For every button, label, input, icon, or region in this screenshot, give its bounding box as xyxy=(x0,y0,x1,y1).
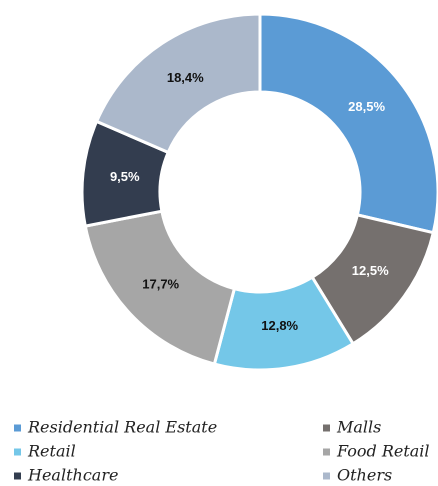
legend-label: Malls xyxy=(336,418,381,437)
donut-slice xyxy=(94,12,262,155)
legend-marker xyxy=(14,472,21,480)
legend-marker xyxy=(323,424,330,432)
legend-label: Others xyxy=(337,466,392,485)
legend-marker xyxy=(14,448,21,456)
legend-marker xyxy=(323,472,330,480)
legend-label: Retail xyxy=(27,442,76,461)
legend-label: Healthcare xyxy=(27,466,118,485)
value-label: 9,5% xyxy=(110,169,140,184)
value-label: 17,7% xyxy=(142,276,179,291)
value-label: 18,4% xyxy=(167,70,204,85)
value-label: 12,5% xyxy=(352,263,389,278)
donut-slice xyxy=(258,12,438,235)
legend-label: Residential Real Estate xyxy=(27,418,217,437)
legend-marker xyxy=(14,424,21,432)
legend-marker xyxy=(323,448,330,456)
value-label: 12,8% xyxy=(261,318,298,333)
legend-label: Food Retail xyxy=(336,442,430,461)
value-label: 28,5% xyxy=(348,99,385,114)
